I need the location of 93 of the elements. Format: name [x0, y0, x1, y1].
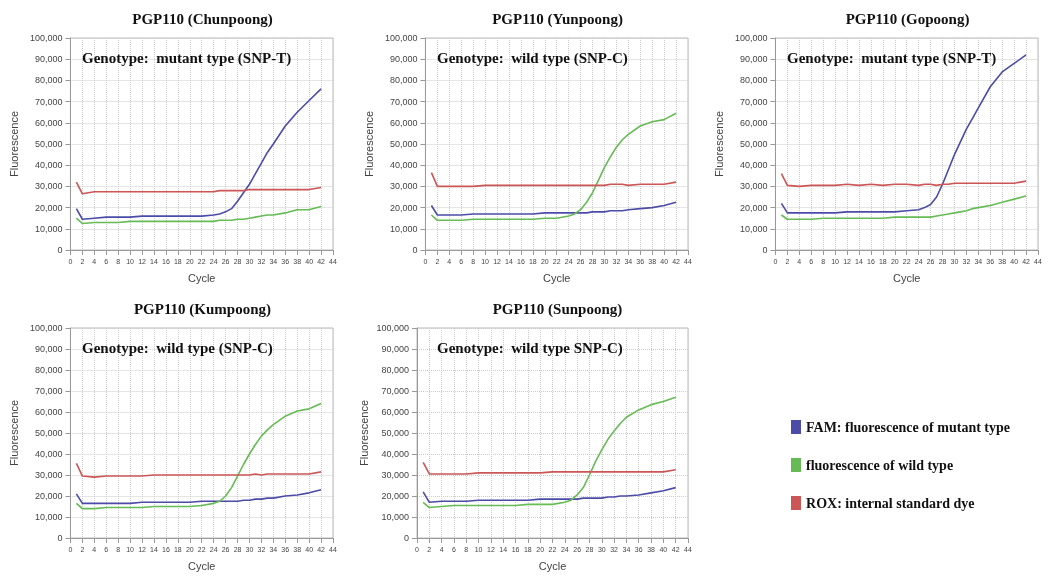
y-axis-title: Fluorescence — [7, 110, 20, 178]
y-tick-label: 60,000 — [34, 117, 63, 128]
y-tick-label: 10,000 — [389, 223, 418, 234]
x-axis-title: Cycle — [542, 271, 571, 284]
y-tick-label: 100,000 — [384, 33, 418, 43]
y-tick-label: 100,000 — [29, 33, 63, 43]
y-tick-label: 10,000 — [34, 223, 63, 234]
y-tick-label: 100,000 — [376, 323, 409, 333]
legend-label: fluorescence of wild type — [806, 457, 954, 473]
y-tick-label: 90,000 — [34, 54, 63, 65]
y-tick-label: 40,000 — [34, 449, 63, 459]
line-series — [430, 201, 677, 216]
y-tick-label: 90,000 — [34, 344, 63, 354]
x-axis-title: Cycle — [892, 271, 921, 284]
y-axis-title: Fluorescence — [362, 110, 375, 178]
y-axis-title: Fluorescence — [7, 399, 20, 467]
y-tick-label: 10,000 — [739, 223, 768, 234]
y-tick-label: 60,000 — [739, 117, 768, 128]
line-series — [422, 486, 677, 504]
y-tick-label: 30,000 — [381, 470, 409, 480]
y-tick-label: 90,000 — [739, 54, 768, 65]
y-tick-label: 50,000 — [389, 139, 418, 149]
y-tick-label: 20,000 — [381, 491, 409, 501]
y-tick-label: 40,000 — [381, 449, 409, 459]
y-tick-label: 60,000 — [34, 407, 63, 417]
y-tick-label: 80,000 — [389, 75, 418, 86]
y-tick-label: 20,000 — [739, 202, 768, 213]
line-series — [780, 195, 1027, 221]
y-tick-label: 100,000 — [734, 33, 768, 43]
y-tick-label: 50,000 — [34, 139, 63, 149]
x-axis-title: Cycle — [187, 559, 216, 572]
y-tick-label: 0 — [412, 245, 418, 255]
y-tick-label: 0 — [762, 245, 768, 255]
y-tick-label: 80,000 — [381, 365, 409, 375]
y-tick-label: 80,000 — [739, 75, 768, 86]
y-tick-label: 100,000 — [29, 323, 63, 333]
y-tick-label: 40,000 — [34, 160, 63, 171]
annotation: Genotype: wild type (SNP-C) — [82, 339, 273, 357]
y-tick-label: 30,000 — [34, 181, 63, 192]
y-tick-label: 30,000 — [34, 470, 63, 480]
y-tick-label: 20,000 — [34, 491, 63, 501]
y-tick-label: 10,000 — [381, 512, 409, 522]
y-tick-label: 50,000 — [34, 428, 63, 438]
annotation: Genotype: wild type (SNP-C) — [437, 49, 628, 67]
annotation: Genotype: wild type SNP-C) — [437, 339, 623, 357]
line-series — [75, 402, 322, 510]
y-tick-label: 40,000 — [739, 160, 768, 171]
y-tick-label: 60,000 — [389, 117, 418, 128]
line-series — [430, 171, 677, 188]
line-series — [780, 172, 1027, 188]
y-tick-label: 80,000 — [34, 75, 63, 86]
annotation: Genotype: mutant type (SNP-T) — [82, 49, 292, 67]
y-tick-label: 70,000 — [34, 96, 63, 107]
line-series — [75, 462, 322, 478]
y-tick-label: 10,000 — [34, 512, 63, 522]
y-tick-label: 50,000 — [381, 428, 409, 438]
chart-title: PGP110 (Yunpoong) — [492, 10, 623, 28]
line-series — [422, 396, 677, 509]
y-tick-label: 80,000 — [34, 365, 63, 375]
y-tick-label: 90,000 — [381, 344, 409, 354]
chart-title: PGP110 (Gopoong) — [845, 10, 970, 28]
line-series — [75, 88, 322, 221]
legend-label: FAM: fluorescence of mutant type — [806, 419, 1010, 435]
y-tick-label: 0 — [57, 533, 63, 543]
y-axis-title: Fluorescence — [712, 110, 725, 178]
x-axis-title: Cycle — [538, 559, 567, 572]
line-series — [75, 488, 322, 505]
y-tick-label: 60,000 — [381, 407, 409, 417]
y-tick-label: 0 — [403, 533, 409, 543]
y-tick-label: 50,000 — [739, 139, 768, 149]
line-series — [75, 181, 322, 195]
y-tick-label: 20,000 — [389, 202, 418, 213]
x-axis-title: Cycle — [187, 271, 216, 284]
y-axis-title: Fluorescence — [357, 399, 370, 467]
y-tick-label: 70,000 — [381, 386, 409, 396]
line-series — [75, 205, 322, 225]
annotation: Genotype: mutant type (SNP-T) — [787, 49, 997, 67]
chart-title: PGP110 (Sunpoong) — [492, 300, 623, 318]
y-tick-label: 20,000 — [34, 202, 63, 213]
y-tick-label: 0 — [57, 245, 63, 255]
y-tick-label: 30,000 — [389, 181, 418, 192]
y-tick-label: 30,000 — [739, 181, 768, 192]
line-series — [780, 54, 1027, 214]
y-tick-label: 40,000 — [389, 160, 418, 171]
y-tick-label: 70,000 — [739, 96, 768, 107]
line-series — [422, 461, 677, 475]
line-series — [430, 112, 677, 222]
y-tick-label: 70,000 — [34, 386, 63, 396]
legend-label: ROX: internal standard dye — [806, 495, 975, 511]
y-tick-label: 70,000 — [389, 96, 418, 107]
y-tick-label: 90,000 — [389, 54, 418, 65]
chart-title: PGP110 (Kumpoong) — [133, 300, 272, 318]
chart-title: PGP110 (Chunpoong) — [132, 10, 273, 28]
